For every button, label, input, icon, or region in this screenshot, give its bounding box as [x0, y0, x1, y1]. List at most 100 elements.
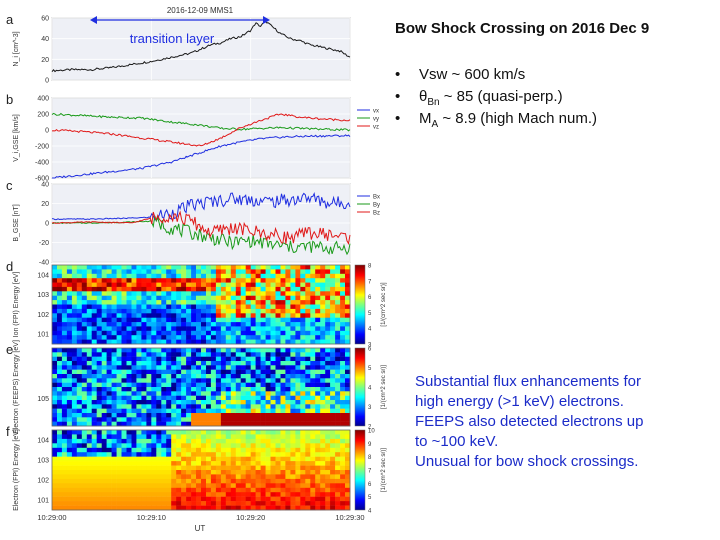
- heatmap-cell: [210, 286, 217, 292]
- heatmap-cell: [310, 434, 316, 440]
- heatmap-cell: [230, 413, 237, 418]
- heatmap-cell: [270, 265, 276, 270]
- heatmap-cell: [57, 487, 63, 493]
- heatmap-cell: [340, 378, 346, 383]
- heatmap-cell: [52, 273, 58, 279]
- heatmap-cell: [81, 330, 88, 336]
- heatmap-cell: [52, 265, 58, 270]
- heatmap-cell: [131, 505, 137, 511]
- heatmap-cell: [86, 339, 93, 345]
- heatmap-cell: [141, 322, 147, 327]
- heatmap-cell: [275, 465, 281, 471]
- heatmap-cell: [310, 438, 316, 444]
- heatmap-cell: [186, 408, 192, 414]
- heatmap-cell: [176, 391, 182, 396]
- heatmap-cell: [136, 404, 142, 409]
- heatmap-cell: [340, 278, 346, 283]
- heatmap-cell: [330, 300, 336, 305]
- heatmap-cell: [225, 291, 232, 296]
- heatmap-cell: [141, 470, 147, 475]
- heatmap-cell: [196, 335, 202, 340]
- heatmap-cell: [126, 286, 132, 292]
- heatmap-cell: [186, 273, 192, 279]
- heatmap-cell: [250, 430, 256, 435]
- heatmap-cell: [215, 430, 222, 435]
- heatmap-cell: [230, 369, 237, 375]
- heatmap-cell: [225, 478, 232, 484]
- heatmap-cell: [81, 304, 88, 310]
- heatmap-cell: [265, 300, 271, 305]
- heatmap-cell: [81, 391, 88, 396]
- heatmap-cell: [131, 265, 137, 270]
- heatmap-cell: [245, 456, 251, 462]
- heatmap-cell: [340, 330, 346, 336]
- heatmap-cell: [245, 452, 251, 457]
- heatmap-cell: [206, 438, 212, 444]
- heatmap-cell: [186, 269, 192, 275]
- heatmap-cell: [131, 496, 137, 502]
- heatmap-cell: [61, 308, 68, 314]
- heatmap-cell: [196, 492, 202, 497]
- heatmap-cell: [76, 326, 83, 332]
- heatmap-cell: [245, 313, 251, 318]
- heatmap-cell: [151, 470, 157, 475]
- heatmap-cell: [235, 326, 242, 332]
- heatmap-cell: [61, 378, 68, 383]
- heatmap-cell: [215, 434, 222, 440]
- heatmap-cell: [76, 474, 83, 480]
- heatmap-cell: [196, 365, 202, 370]
- heatmap-cell: [91, 395, 97, 401]
- heatmap-cell: [131, 352, 137, 357]
- heatmap-cell: [250, 421, 256, 427]
- heatmap-cell: [106, 456, 112, 462]
- heatmap-cell: [275, 339, 281, 345]
- heatmap-cell: [235, 417, 242, 422]
- heatmap-cell: [270, 391, 276, 396]
- heatmap-cell: [176, 356, 182, 362]
- mms-multipanel-figure: 2016-12-09 MMS1 aN_i [cm^-3]0204060bV_i,…: [6, 6, 387, 533]
- heatmap-cell: [275, 496, 281, 502]
- heatmap-cell: [305, 470, 311, 475]
- heatmap-cell: [330, 330, 336, 336]
- heatmap-cell: [285, 400, 291, 405]
- heatmap-cell: [320, 265, 326, 270]
- heatmap-cell: [181, 300, 187, 305]
- heatmap-cell: [66, 478, 73, 484]
- heatmap-cell: [330, 361, 336, 366]
- heatmap-cell: [161, 391, 167, 396]
- heatmap-cell: [310, 465, 316, 471]
- heatmap-cell: [265, 438, 271, 444]
- heatmap-cell: [255, 365, 261, 370]
- heatmap-cell: [116, 413, 122, 418]
- heatmap-cell: [245, 326, 251, 332]
- heatmap-cell: [131, 374, 137, 379]
- heatmap-cell: [320, 308, 326, 314]
- heatmap-cell: [330, 404, 336, 409]
- heatmap-cell: [255, 339, 261, 345]
- heatmap-cell: [210, 335, 217, 340]
- heatmap-cell: [250, 465, 256, 471]
- heatmap-cell: [240, 483, 246, 488]
- heatmap-cell: [121, 395, 127, 401]
- heatmap-cell: [166, 474, 172, 480]
- heatmap-cell: [116, 456, 122, 462]
- heatmap-cell: [206, 404, 212, 409]
- heatmap-cell: [345, 391, 351, 396]
- heatmap-cell: [116, 278, 122, 283]
- heatmap-cell: [191, 378, 197, 383]
- heatmap-cell: [186, 365, 192, 370]
- heatmap-cell: [320, 313, 326, 318]
- heatmap-cell: [335, 348, 341, 353]
- heatmap-cell: [151, 483, 157, 488]
- heatmap-cell: [206, 452, 212, 457]
- heatmap-cell: [136, 365, 142, 370]
- heatmap-cell: [265, 443, 271, 448]
- heatmap-cell: [225, 352, 232, 357]
- heatmap-cell: [235, 447, 242, 453]
- heatmap-cell: [86, 474, 93, 480]
- heatmap-cell: [171, 378, 177, 383]
- heatmap-cell: [315, 326, 321, 332]
- heatmap-cell: [240, 492, 246, 497]
- heatmap-cell: [270, 361, 276, 366]
- heatmap-cell: [325, 434, 331, 440]
